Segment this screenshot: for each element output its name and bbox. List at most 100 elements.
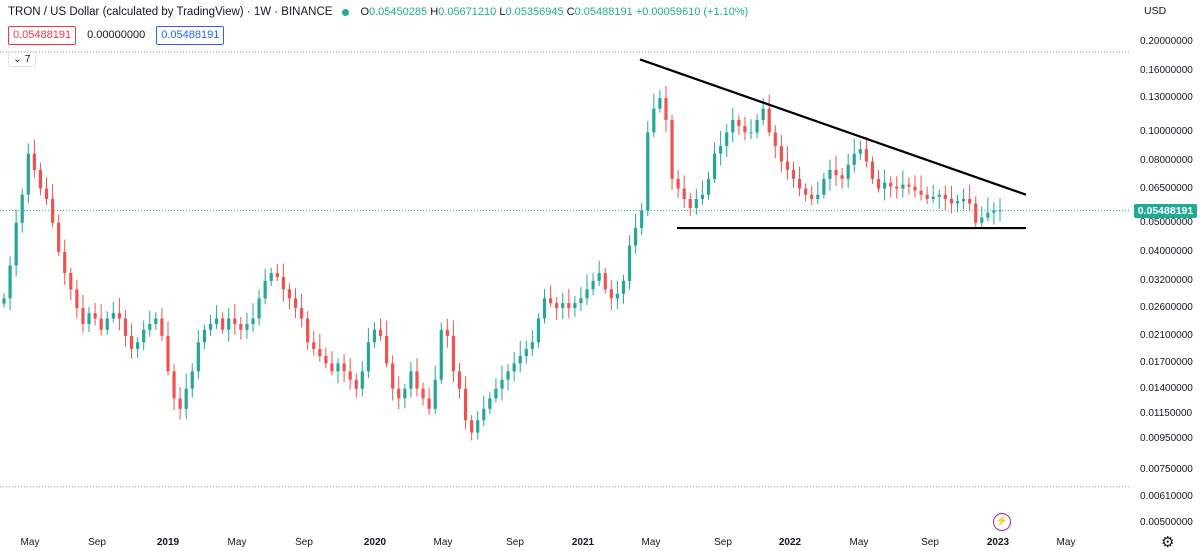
time-axis-label: 2019: [156, 537, 180, 548]
candle: [567, 288, 571, 318]
candle: [658, 89, 662, 113]
candle: [129, 323, 134, 359]
candle: [852, 138, 856, 173]
candle: [196, 330, 200, 380]
candle: [555, 296, 559, 320]
currency-selector[interactable]: USD: [1144, 5, 1167, 17]
candle: [712, 142, 717, 183]
candle: [38, 162, 43, 196]
candle: [992, 202, 996, 225]
indicators-collapse-button[interactable]: ⌄ 7: [8, 51, 36, 67]
candle: [889, 176, 893, 198]
candle: [330, 351, 334, 376]
candle: [208, 314, 213, 336]
market-status-icon[interactable]: [342, 8, 350, 16]
candle: [986, 197, 990, 222]
gear-icon[interactable]: ⚙: [1161, 534, 1175, 551]
candle: [925, 186, 929, 204]
candle: [907, 177, 911, 195]
candle: [233, 304, 237, 335]
lightning-icon[interactable]: ⚡: [993, 513, 1011, 531]
candle: [846, 153, 850, 188]
candle: [172, 364, 176, 411]
candle: [403, 383, 407, 409]
candle: [621, 274, 626, 304]
candle: [561, 292, 565, 319]
price-axis-label: 0.01150000: [1140, 408, 1193, 420]
candle: [105, 311, 109, 335]
candle: [451, 320, 456, 383]
candle: [178, 387, 182, 420]
candle: [731, 107, 735, 143]
candle: [998, 198, 1002, 222]
candle: [828, 159, 832, 191]
price-axis-label: 0.00610000: [1140, 491, 1193, 503]
candle: [75, 280, 79, 318]
candle: [142, 320, 146, 351]
price-axis-label: 0.00750000: [1140, 464, 1193, 476]
candle: [275, 263, 279, 281]
candle: [494, 378, 498, 403]
time-axis-label: Sep: [921, 537, 939, 548]
candle: [293, 288, 298, 318]
symbol-title[interactable]: TRON / US Dollar (calculated by TradingV…: [8, 6, 333, 18]
candle: [366, 328, 370, 379]
price-axis-label: 0.01400000: [1140, 382, 1193, 394]
candle: [324, 347, 328, 369]
candle: [773, 125, 777, 159]
buy-sell-panel: 0.05488191 0.00000000 0.05488191: [8, 26, 225, 45]
candle: [779, 134, 783, 173]
candle: [160, 308, 164, 341]
time-axis-label: May: [849, 537, 869, 548]
price-axis-label: 0.03200000: [1140, 274, 1193, 286]
candle: [943, 185, 947, 210]
candle: [870, 156, 875, 184]
candle: [700, 180, 705, 205]
price-axis-label: 0.16000000: [1140, 65, 1193, 77]
candle: [166, 321, 170, 376]
candle: [676, 169, 680, 199]
candle: [427, 388, 431, 415]
candle: [706, 171, 711, 200]
price-axis-label: 0.00500000: [1140, 517, 1193, 528]
candle: [470, 415, 474, 441]
candle: [136, 337, 140, 358]
time-axis-label: 2021: [571, 537, 595, 548]
candle: [348, 358, 352, 390]
ohlc-values: O0.05450285 H0.05671210 L0.05356945 C0.0…: [360, 6, 749, 18]
time-axis-label: 2022: [778, 537, 802, 548]
buy-price-button[interactable]: 0.05488191: [156, 26, 225, 45]
candle: [548, 285, 553, 308]
candle: [822, 172, 826, 199]
candle: [615, 280, 619, 310]
candle: [281, 263, 285, 302]
candle: [93, 302, 97, 326]
price-axis-label: 0.01700000: [1140, 357, 1193, 369]
candle: [202, 324, 207, 350]
candle: [257, 290, 261, 326]
sell-price-button[interactable]: 0.05488191: [8, 26, 77, 45]
candle: [797, 166, 802, 197]
candle: [306, 311, 310, 351]
candle: [299, 293, 304, 328]
candle: [117, 297, 121, 331]
candle: [263, 268, 267, 305]
candle: [591, 272, 595, 296]
time-axis-label: May: [20, 537, 40, 548]
trendline-drawing[interactable]: [639, 58, 1027, 196]
candle: [123, 310, 128, 347]
candle: [597, 260, 601, 286]
candle: [99, 304, 103, 336]
candle: [901, 170, 905, 198]
candle: [542, 289, 547, 324]
price-axis-label: 0.10000000: [1140, 126, 1193, 138]
candle: [154, 312, 158, 330]
candle: [391, 355, 395, 401]
candle: [961, 188, 966, 210]
candle: [743, 116, 747, 141]
candle: [664, 85, 668, 132]
time-axis-label: Sep: [506, 537, 524, 548]
candle: [876, 169, 881, 193]
candle: [980, 206, 984, 228]
